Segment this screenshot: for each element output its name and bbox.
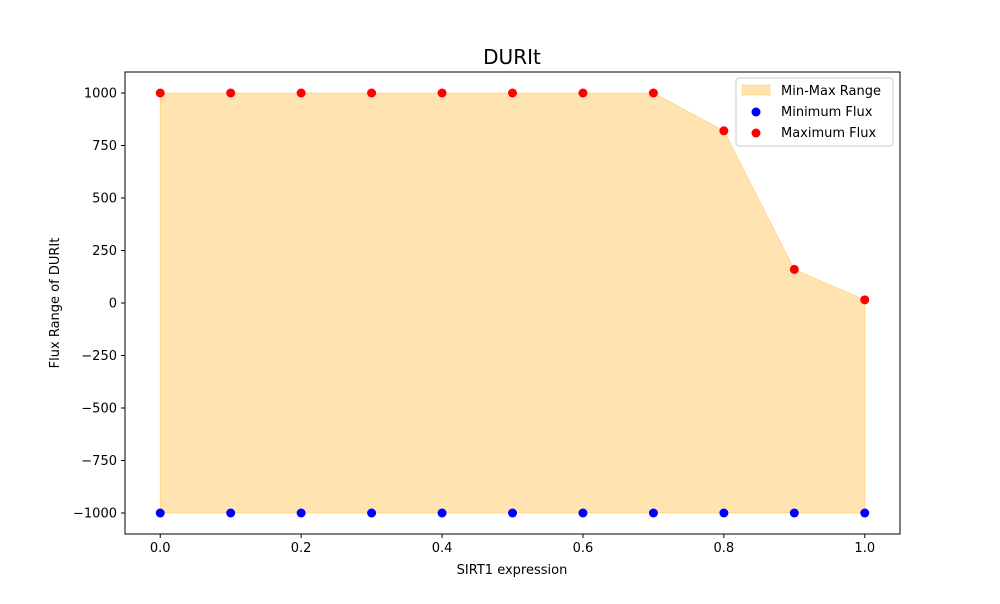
minimum-flux-point (860, 508, 870, 518)
maximum-flux-point (648, 88, 658, 98)
maximum-flux-point (578, 88, 588, 98)
legend-box (735, 77, 894, 147)
maximum-flux-point (789, 264, 799, 274)
minimum-flux-point (789, 508, 799, 518)
minimum-flux-point (367, 508, 377, 518)
y-tick-label: −500 (81, 402, 117, 417)
minimum-flux-point (296, 508, 306, 518)
x-tick-label: 0.6 (573, 541, 594, 556)
legend-label-min-max-range: Min-Max Range (781, 84, 881, 99)
minimum-flux-point (508, 508, 517, 518)
x-tick-label: 0.2 (291, 541, 312, 556)
plot-area (155, 88, 870, 518)
x-axis: 0.0 0.2 0.4 0.6 0.8 1.0 (150, 534, 875, 556)
maximum-flux-point (860, 295, 870, 305)
y-axis-label: Flux Range of DURIt (48, 238, 63, 369)
maximum-flux-point (508, 88, 517, 98)
y-tick-label: 750 (92, 139, 117, 154)
x-tick-label: 0.0 (150, 541, 171, 556)
minimum-flux-point (578, 508, 588, 518)
x-tick-label: 0.4 (432, 541, 453, 556)
x-tick-label: 0.8 (714, 541, 735, 556)
y-tick-label: 250 (92, 244, 117, 259)
legend-label-minimum-flux: Minimum Flux (781, 105, 873, 120)
x-tick-label: 1.0 (854, 541, 875, 556)
y-tick-label: −750 (81, 454, 117, 469)
minimum-flux-point (155, 508, 165, 518)
minimum-flux-point (437, 508, 447, 518)
maximum-flux-point (296, 88, 306, 98)
maximum-flux-point (155, 88, 165, 98)
legend-marker-maximum-flux (751, 128, 761, 138)
maximum-flux-point (719, 126, 729, 136)
x-axis-label: SIRT1 expression (457, 563, 568, 578)
y-tick-label: −250 (81, 349, 117, 364)
maximum-flux-point (437, 88, 447, 98)
legend-label-maximum-flux: Maximum Flux (781, 126, 877, 141)
maximum-flux-point (367, 88, 377, 98)
maximum-flux-point (226, 88, 236, 98)
y-axis: 1000 750 500 250 0 −250 −500 −750 −1000 (73, 87, 125, 522)
legend: Min-Max Range Minimum Flux Maximum Flux (735, 77, 894, 147)
minimum-flux-point (226, 508, 236, 518)
legend-swatch-min-max-range (741, 84, 771, 96)
y-tick-label: 1000 (84, 87, 117, 102)
minimum-flux-point (719, 508, 729, 518)
legend-marker-minimum-flux (751, 107, 761, 117)
y-tick-label: −1000 (73, 507, 117, 522)
chart-title: DURIt (483, 45, 541, 69)
minimum-flux-point (648, 508, 658, 518)
y-tick-label: 500 (92, 192, 117, 207)
y-tick-label: 0 (109, 297, 117, 312)
